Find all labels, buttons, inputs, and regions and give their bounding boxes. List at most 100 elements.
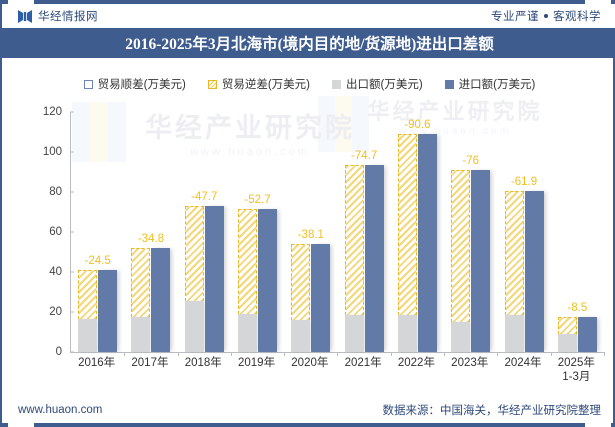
brand-bar: 华经情报网 专业严谨 客观科学 [2, 4, 615, 28]
bar-segment-export[interactable] [504, 315, 524, 352]
bar-import[interactable] [417, 134, 437, 352]
x-axis-tick-mark [444, 352, 446, 356]
x-axis-tick-label: 2023年 [451, 357, 489, 369]
legend-swatch-surplus-icon [83, 79, 93, 89]
bar-segment-deficit[interactable] [78, 270, 98, 319]
x-axis-tick-label: 2020年 [291, 357, 329, 369]
bar-segment-export[interactable] [557, 334, 577, 352]
bar-export-deficit-stack[interactable] [78, 270, 98, 352]
bar-segment-deficit[interactable] [131, 247, 151, 318]
chart-plot-area: 华经产业研究院 www.huaon.com 华经产业研究院 www.huaon.… [2, 96, 615, 394]
y-axis-tick-label: 0 [55, 346, 62, 358]
y-axis-tick-label: 100 [42, 146, 62, 158]
legend-item-import[interactable]: 进口额(万美元) [444, 76, 535, 92]
bar-data-label: -38.1 [297, 229, 324, 241]
y-axis-tick-label: 20 [49, 306, 62, 318]
bar-data-label: -90.6 [404, 119, 431, 131]
legend-item-export[interactable]: 出口额(万美元) [332, 76, 423, 92]
x-axis-tick-label: 2022年 [397, 357, 435, 369]
y-axis-tick-label: 120 [42, 106, 62, 118]
bar-segment-deficit[interactable] [184, 206, 204, 302]
bar-import[interactable] [311, 244, 331, 352]
huajing-butterfly-logo-icon [18, 9, 32, 23]
bar-export-deficit-stack[interactable] [184, 206, 204, 352]
bar-export-deficit-stack[interactable] [238, 209, 258, 352]
x-axis-tick-mark [390, 352, 392, 356]
bar-segment-deficit[interactable] [344, 165, 364, 315]
footer-data-source: 数据来源：中国海关，华经产业研究院整理 [382, 405, 602, 417]
page-footer: www.huaon.com 数据来源：中国海关，华经产业研究院整理 [2, 399, 615, 421]
bar-import[interactable] [364, 165, 384, 352]
bar-segment-deficit[interactable] [451, 170, 471, 323]
bar-export-deficit-stack[interactable] [451, 170, 471, 352]
bar-import[interactable] [524, 191, 544, 352]
bar-segment-deficit[interactable] [504, 191, 524, 315]
y-axis: 0 20 40 60 80 100 120 [2, 96, 74, 358]
bar-export-deficit-stack[interactable] [344, 165, 364, 352]
x-axis-tick-label: 2019年 [237, 357, 276, 369]
legend-swatch-deficit-icon [207, 79, 217, 89]
bar-group: -61.9 [497, 112, 552, 356]
bar-export-deficit-stack[interactable] [504, 191, 524, 352]
bar-segment-export[interactable] [344, 314, 364, 352]
x-axis-tick-mark [337, 352, 339, 356]
bar-group: -52.7 [231, 112, 286, 356]
bar-import[interactable] [577, 317, 597, 352]
bar-group: -47.7 [178, 112, 232, 356]
y-axis-tick-mark [70, 311, 74, 313]
brand-slogan: 专业严谨 客观科学 [491, 8, 601, 24]
bar-export-deficit-stack[interactable] [557, 317, 577, 352]
footer-site-url[interactable]: www.huaon.com [18, 404, 103, 416]
bar-import[interactable] [258, 209, 278, 352]
bar-group: -34.8 [124, 112, 179, 356]
legend-item-deficit[interactable]: 贸易逆差(万美元) [207, 76, 310, 92]
bar-segment-export[interactable] [78, 319, 98, 352]
y-axis-tick-label: 40 [49, 266, 62, 278]
chart-legend: 贸易顺差(万美元) 贸易逆差(万美元) 出口额(万美元) 进口额(万美元) [2, 74, 615, 94]
bar-group: -90.6 [391, 112, 446, 356]
bar-group: -24.5 [71, 112, 126, 356]
page-title: 2016-2025年3月北海市(境内目的地/货源地)进出口差额 [125, 36, 494, 53]
bar-import[interactable] [151, 247, 171, 352]
x-axis-tick-mark [284, 352, 286, 356]
legend-label-surplus: 贸易顺差(万美元) [97, 79, 186, 91]
bar-segment-deficit[interactable] [238, 209, 258, 315]
bar-import[interactable] [98, 270, 118, 352]
y-axis-tick-label: 60 [49, 226, 62, 238]
bar-import[interactable] [204, 206, 224, 352]
bar-segment-deficit[interactable] [397, 134, 417, 316]
bar-segment-deficit[interactable] [291, 244, 311, 321]
bar-segment-export[interactable] [291, 320, 311, 352]
legend-item-surplus[interactable]: 贸易顺差(万美元) [83, 76, 186, 92]
y-axis-tick-label: 80 [49, 186, 62, 198]
bar-segment-export[interactable] [451, 322, 471, 352]
bar-import[interactable] [471, 170, 491, 352]
x-axis-tick-mark [230, 352, 232, 356]
slogan-left-text: 专业严谨 [491, 11, 539, 23]
bar-data-label: -8.5 [567, 302, 588, 314]
bar-group: -8.5 [551, 112, 605, 356]
legend-swatch-import-icon [444, 79, 454, 89]
chart-title-band: 2016-2025年3月北海市(境内目的地/货源地)进出口差额 [2, 28, 615, 58]
bar-segment-export[interactable] [397, 315, 417, 352]
legend-swatch-export-icon [332, 79, 341, 89]
bar-export-deficit-stack[interactable] [131, 247, 151, 352]
bar-export-deficit-stack[interactable] [397, 134, 417, 352]
bar-data-label: -61.9 [510, 176, 538, 189]
bar-data-label: -47.7 [191, 191, 218, 203]
bar-segment-export[interactable] [131, 317, 151, 352]
bar-data-label: -34.8 [137, 232, 165, 245]
x-axis-tick-mark [177, 352, 179, 356]
bar-data-label: -74.7 [351, 150, 378, 163]
bar-segment-deficit[interactable] [557, 317, 577, 334]
bottom-rule-divider [2, 423, 615, 427]
x-axis-tick-label: 2017年 [131, 357, 169, 369]
x-axis-tick-label: 2021年 [344, 357, 382, 369]
brand-identity: 华经情报网 [18, 8, 98, 24]
brand-name: 华经情报网 [38, 11, 98, 23]
bar-export-deficit-stack[interactable] [291, 244, 311, 352]
bar-segment-export[interactable] [238, 314, 258, 352]
y-axis-tick-mark [70, 191, 74, 193]
bar-group: -76 [444, 112, 499, 356]
bar-segment-export[interactable] [184, 301, 204, 352]
